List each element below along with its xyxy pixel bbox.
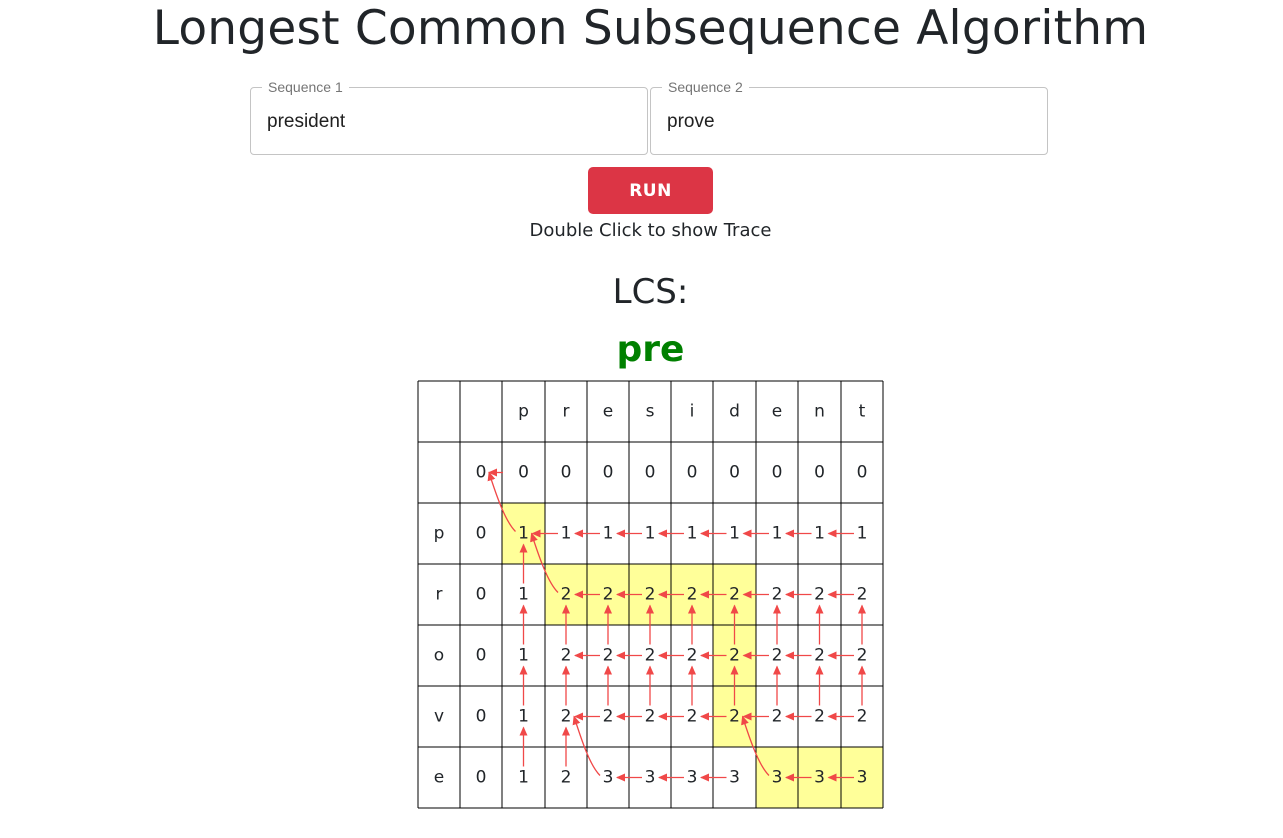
dp-cell-value: 2 <box>729 585 740 605</box>
dp-cell-value: 1 <box>603 524 614 544</box>
dp-cell-value: 1 <box>814 524 825 544</box>
dp-cell-value: 2 <box>645 707 656 727</box>
dp-cell-value: 2 <box>729 707 740 727</box>
column-header: t <box>859 402 866 422</box>
row-header: r <box>436 585 443 605</box>
dp-cell-value: 2 <box>645 585 656 605</box>
run-button[interactable]: RUN <box>588 167 713 214</box>
dp-cell-value: 1 <box>518 585 529 605</box>
dp-cell-value: 2 <box>729 646 740 666</box>
dp-cell-value: 1 <box>561 524 572 544</box>
dp-cell-value: 2 <box>772 646 783 666</box>
dp-cell-value: 1 <box>518 707 529 727</box>
dp-cell-value: 0 <box>476 463 487 483</box>
diagonal-arrow <box>530 532 559 593</box>
dp-cell-value: 2 <box>857 585 868 605</box>
dp-cell-value: 2 <box>603 585 614 605</box>
diagonal-arrow <box>487 471 516 532</box>
dp-cell-value: 2 <box>561 585 572 605</box>
dp-cell-value: 0 <box>476 646 487 666</box>
sequence-2-field[interactable]: Sequence 2 <box>650 79 1048 155</box>
column-header: e <box>772 402 782 422</box>
dp-cell-value: 2 <box>772 707 783 727</box>
dp-cell-value: 2 <box>687 707 698 727</box>
dp-cell-value: 1 <box>772 524 783 544</box>
column-header: i <box>690 402 695 422</box>
column-header: s <box>646 402 655 422</box>
dp-cell-value: 0 <box>687 463 698 483</box>
dp-cell-value: 0 <box>603 463 614 483</box>
dp-cell-value: 0 <box>772 463 783 483</box>
dp-cell-value: 2 <box>561 646 572 666</box>
dp-cell-value: 1 <box>518 768 529 788</box>
dp-cell-value: 3 <box>772 768 783 788</box>
dp-cell-value: 3 <box>729 768 740 788</box>
dp-cell-value: 3 <box>603 768 614 788</box>
dp-cell-value: 0 <box>645 463 656 483</box>
lcs-result: pre <box>616 329 685 370</box>
dp-cell-value: 2 <box>603 646 614 666</box>
sequence-2-input[interactable] <box>667 109 1027 135</box>
dp-cell-value: 2 <box>561 707 572 727</box>
dp-cell-value: 1 <box>857 524 868 544</box>
page-title: Longest Common Subsequence Algorithm <box>152 1 1149 56</box>
dp-cell-value: 1 <box>518 524 529 544</box>
dp-cell-value: 0 <box>729 463 740 483</box>
sequence-2-label: Sequence 2 <box>662 79 749 95</box>
dp-cell-value: 1 <box>645 524 656 544</box>
diagonal-arrow <box>572 715 601 776</box>
sequence-1-field[interactable]: Sequence 1 <box>250 79 648 155</box>
sequence-1-label: Sequence 1 <box>262 79 349 95</box>
row-header: v <box>434 707 444 727</box>
dp-cell-value: 3 <box>814 768 825 788</box>
dp-cell-value: 3 <box>687 768 698 788</box>
dp-cell-value: 0 <box>476 585 487 605</box>
dp-cell-value: 2 <box>687 585 698 605</box>
dp-cell-value: 0 <box>518 463 529 483</box>
dp-cell-value: 2 <box>814 646 825 666</box>
dp-cell-value: 3 <box>857 768 868 788</box>
dp-cell-value: 2 <box>687 646 698 666</box>
dp-cell-value: 2 <box>603 707 614 727</box>
row-header: e <box>434 768 444 788</box>
row-header: o <box>434 646 444 666</box>
column-header: e <box>603 402 613 422</box>
lcs-label: LCS: <box>612 272 689 312</box>
dp-cell-value: 1 <box>518 646 529 666</box>
dp-cell-value: 0 <box>476 707 487 727</box>
dp-cell-value: 2 <box>814 585 825 605</box>
row-header: p <box>434 524 445 544</box>
trace-hint: Double Click to show Trace <box>529 220 772 241</box>
dp-cell-value: 2 <box>814 707 825 727</box>
dp-cell-value: 1 <box>729 524 740 544</box>
dp-cell-value: 0 <box>476 768 487 788</box>
dp-cell-value: 2 <box>561 768 572 788</box>
dp-cell-value: 0 <box>814 463 825 483</box>
dp-cell-value: 3 <box>645 768 656 788</box>
column-header: r <box>563 402 570 422</box>
dp-cell-value: 2 <box>857 646 868 666</box>
dp-cell-value: 2 <box>645 646 656 666</box>
dp-cell-value: 1 <box>687 524 698 544</box>
dp-cell-value: 0 <box>857 463 868 483</box>
dp-cell-value: 2 <box>772 585 783 605</box>
column-header: p <box>518 402 529 422</box>
dp-cell-value: 2 <box>857 707 868 727</box>
column-header: n <box>814 402 825 422</box>
dp-cell-value: 0 <box>476 524 487 544</box>
column-header: d <box>729 402 740 422</box>
dp-cell-value: 0 <box>561 463 572 483</box>
sequence-1-input[interactable] <box>267 109 627 135</box>
diagonal-arrow <box>741 715 770 776</box>
